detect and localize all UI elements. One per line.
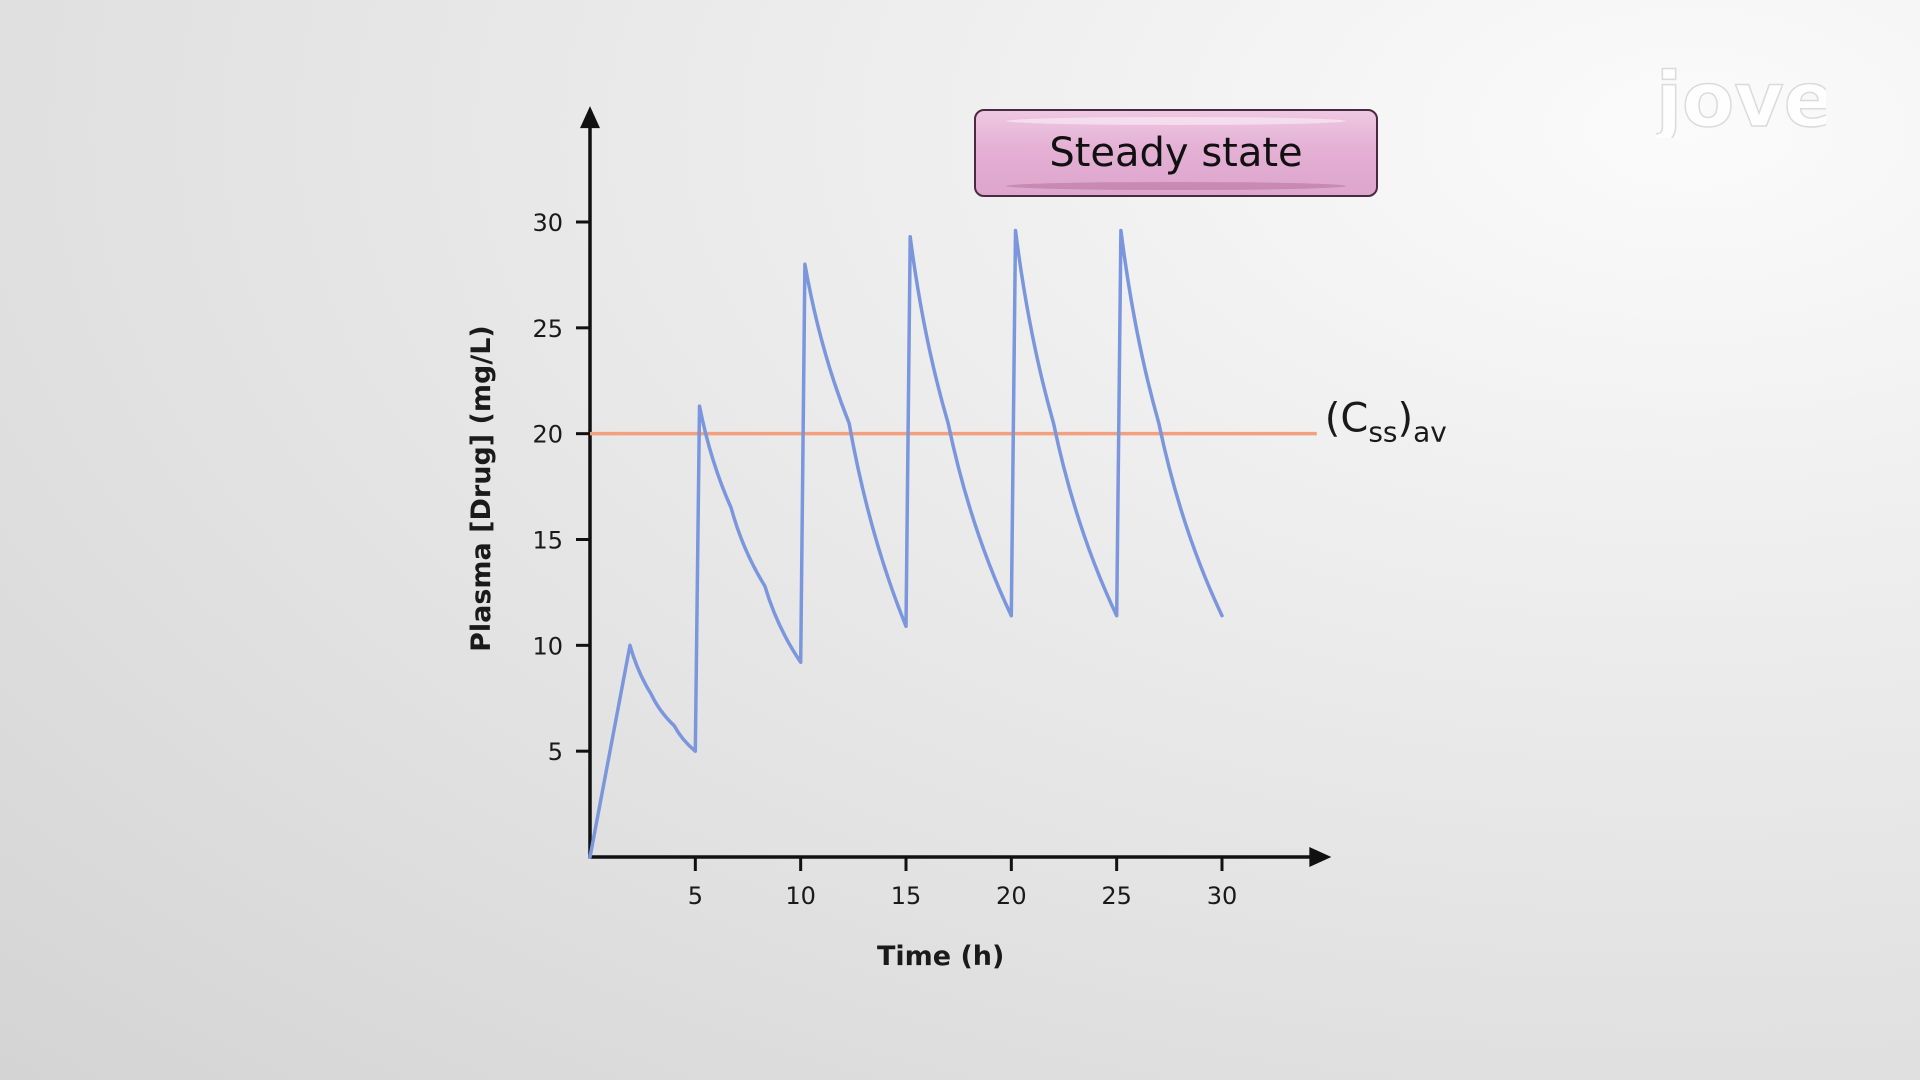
x-tick-label: 10 <box>785 882 816 910</box>
steady-state-label: Steady state <box>1049 130 1303 176</box>
y-tick-label: 20 <box>532 421 563 449</box>
y-tick-label: 5 <box>548 738 563 766</box>
y-tick-label: 25 <box>532 315 563 343</box>
jove-logo: jove <box>1652 54 1836 145</box>
x-tick-label: 30 <box>1207 882 1238 910</box>
y-axis-title: Plasma [Drug] (mg/L) <box>466 325 497 652</box>
steady-state-badge: Steady state <box>974 109 1378 197</box>
x-axis-arrow <box>1309 847 1332 867</box>
axis-ticks: 5 10 15 20 25 30 5 10 15 20 25 30 <box>532 209 1237 910</box>
concentration-series <box>588 228 1224 859</box>
x-tick-label: 15 <box>891 882 922 910</box>
x-axis-title: Time (h) <box>877 941 1004 972</box>
concentration-series-0-line <box>588 228 1224 859</box>
x-tick-label: 5 <box>688 882 703 910</box>
chart-axes <box>580 106 1332 867</box>
jove-logo-text: jove <box>1656 58 1826 138</box>
y-tick-label: 10 <box>532 632 563 660</box>
x-tick-label: 20 <box>996 882 1027 910</box>
y-axis-arrow <box>580 106 600 129</box>
reference-line-label: (Css)av <box>1325 396 1447 449</box>
y-tick-label: 30 <box>532 209 563 237</box>
y-tick-label: 15 <box>532 527 563 555</box>
x-tick-label: 25 <box>1101 882 1132 910</box>
